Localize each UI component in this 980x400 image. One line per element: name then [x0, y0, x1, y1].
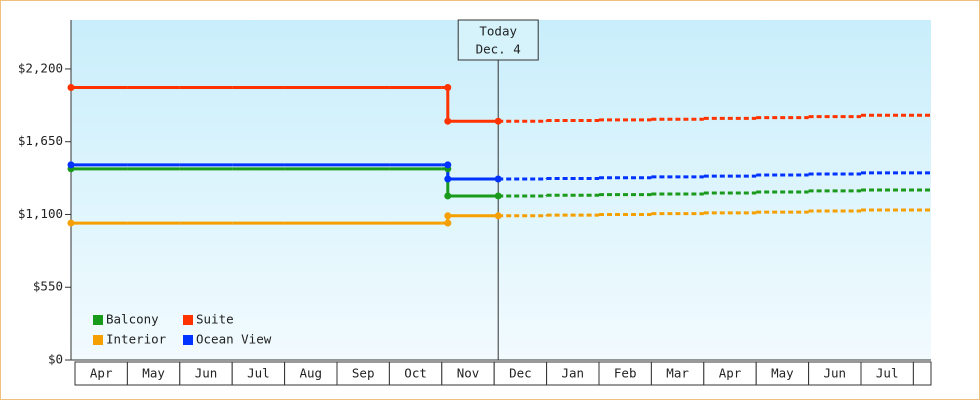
legend-label: Balcony	[106, 312, 159, 327]
point	[444, 175, 452, 183]
x-tick-label: Apr	[90, 366, 113, 381]
x-tick-label: Aug	[300, 366, 323, 381]
legend-label: Suite	[196, 312, 234, 327]
legend-swatch	[183, 335, 193, 345]
legend-label: Ocean View	[196, 332, 272, 347]
point	[494, 192, 502, 200]
x-tick-label: Jul	[876, 366, 899, 381]
x-tick-label: Jun	[824, 366, 847, 381]
x-tick-label: Dec	[509, 366, 532, 381]
x-tick-label: Jan	[562, 366, 585, 381]
point	[444, 117, 452, 125]
plot-area	[71, 20, 931, 360]
x-tick-label: Mar	[666, 366, 689, 381]
annotation: Today	[479, 24, 517, 39]
point	[444, 161, 452, 169]
y-tick-label: $1,100	[18, 206, 63, 221]
legend-swatch	[93, 335, 103, 345]
point	[67, 83, 75, 91]
x-tick-label: Apr	[719, 366, 742, 381]
point	[494, 212, 502, 220]
x-tick-label: Sep	[352, 366, 375, 381]
category-box	[912, 361, 932, 386]
legend-swatch	[93, 315, 103, 325]
x-tick-label: Jun	[195, 366, 218, 381]
y-tick-label: $550	[33, 279, 63, 294]
point	[67, 161, 75, 169]
point	[444, 83, 452, 91]
y-tick-label: $1,650	[18, 133, 63, 148]
y-tick-label: $2,200	[18, 60, 63, 75]
point	[494, 175, 502, 183]
point	[444, 219, 452, 227]
x-tick-label: Feb	[614, 366, 637, 381]
x-tick-label: Nov	[457, 366, 480, 381]
point	[67, 219, 75, 227]
y-tick-label: $0	[48, 352, 63, 367]
x-tick-label: May	[771, 366, 794, 381]
point	[444, 192, 452, 200]
annotation: Dec. 4	[476, 42, 521, 57]
point	[494, 117, 502, 125]
legend-label: Interior	[106, 332, 167, 347]
x-tick-label: Oct	[404, 366, 427, 381]
today-box	[457, 19, 539, 61]
x-tick-label: May	[142, 366, 165, 381]
legend-swatch	[183, 315, 193, 325]
x-tick-label: Jul	[247, 366, 270, 381]
point	[444, 212, 452, 220]
